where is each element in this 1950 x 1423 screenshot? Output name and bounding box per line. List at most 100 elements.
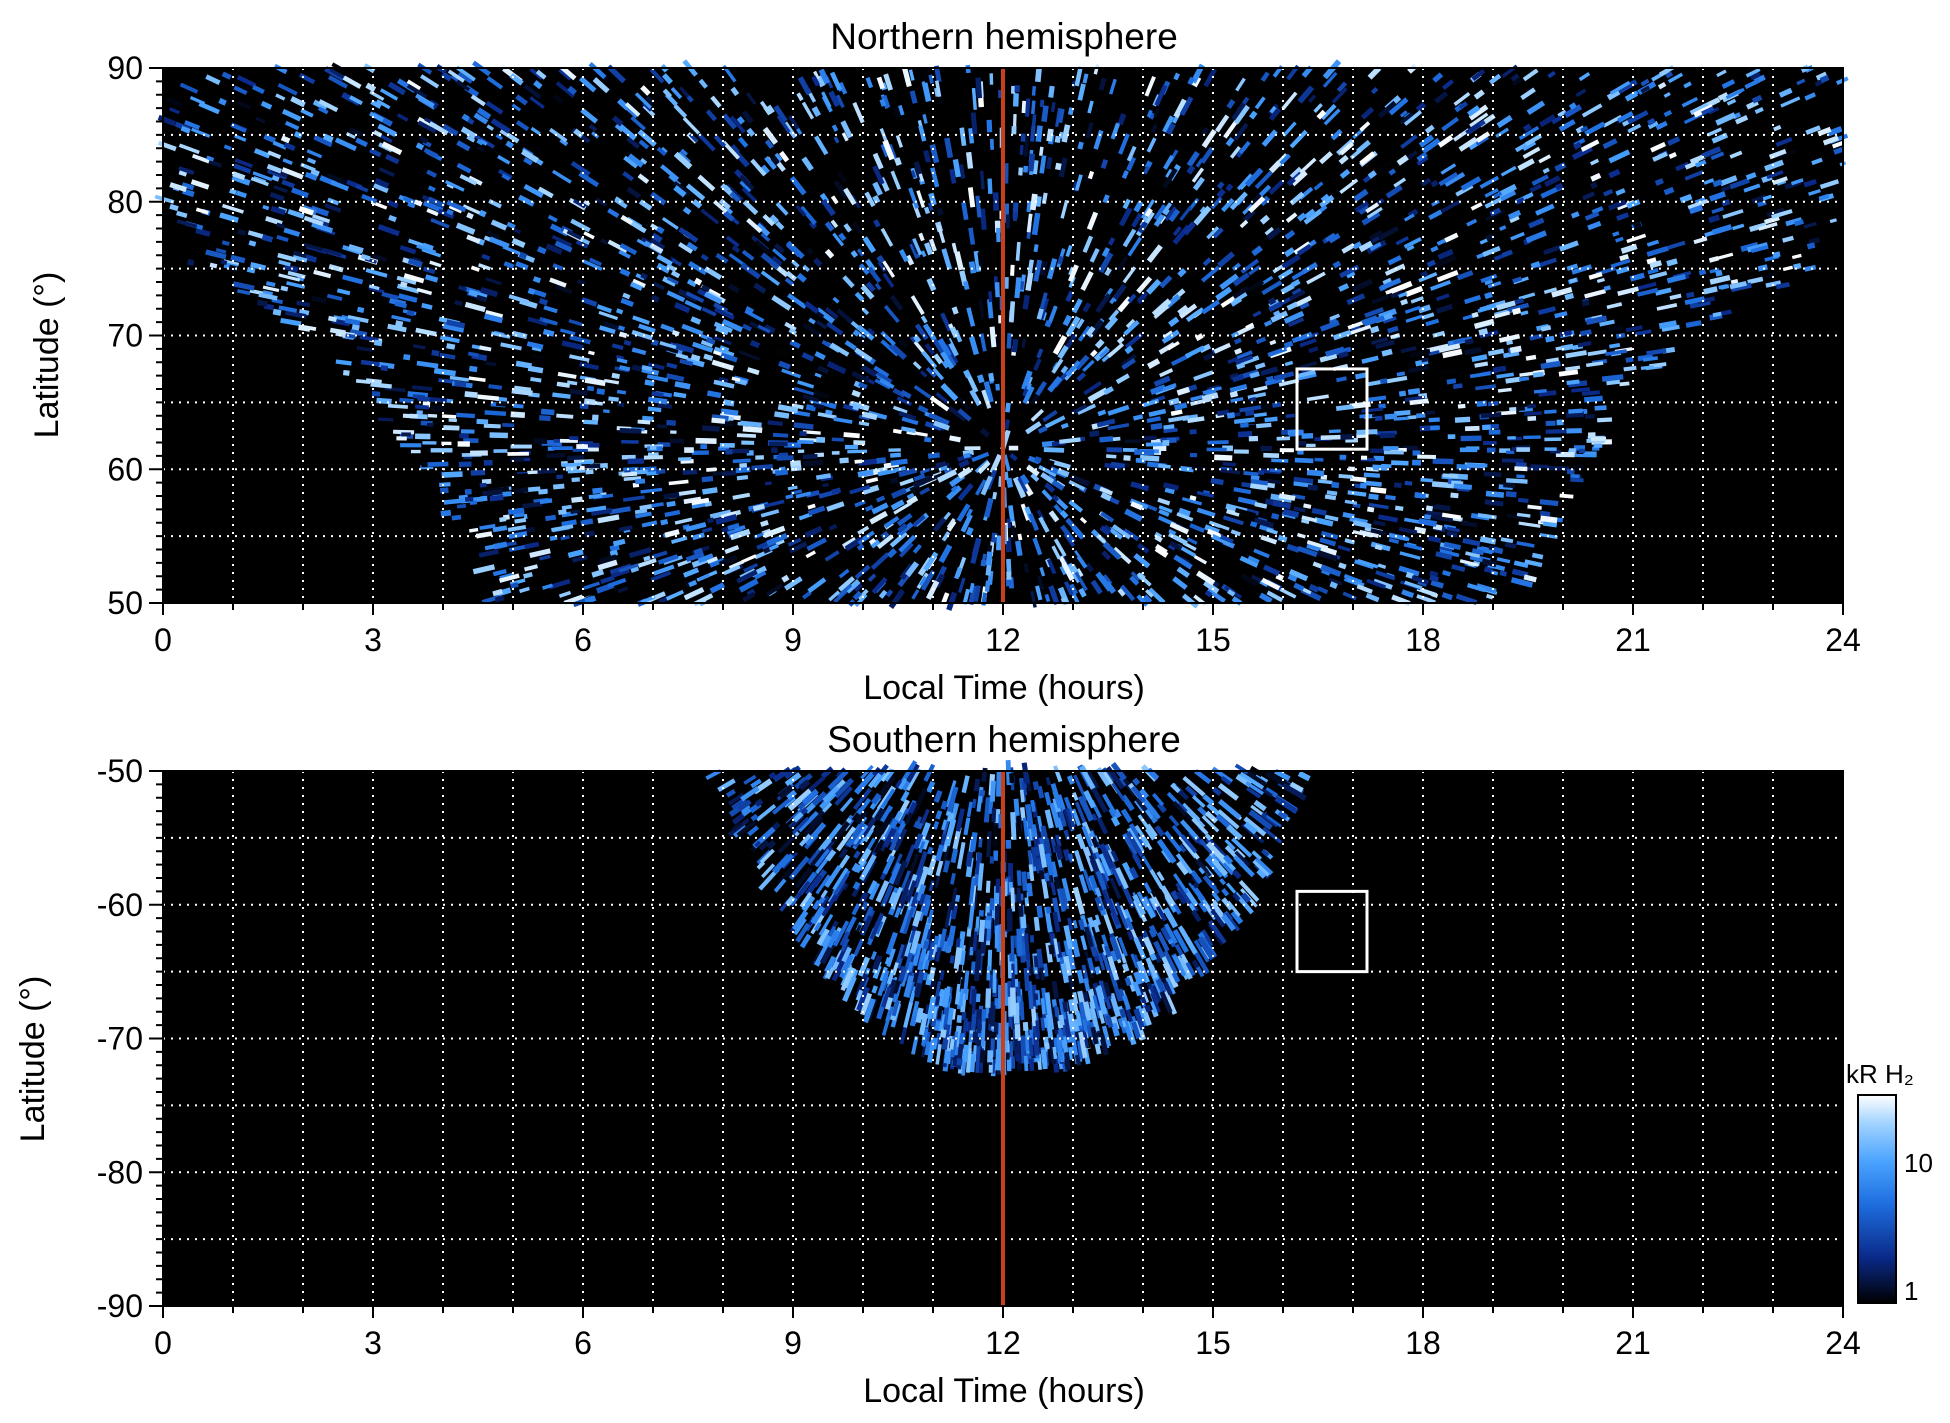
emission-streak bbox=[1311, 507, 1327, 516]
emission-streak bbox=[1059, 437, 1081, 444]
emission-streak bbox=[970, 961, 978, 975]
emission-streak bbox=[1262, 826, 1283, 844]
emission-streak bbox=[1378, 514, 1399, 523]
emission-streak bbox=[355, 184, 369, 193]
emission-streak bbox=[218, 97, 227, 106]
emission-streak bbox=[772, 432, 789, 438]
emission-streak bbox=[169, 182, 187, 193]
emission-streak bbox=[1291, 170, 1303, 182]
emission-streak bbox=[879, 805, 894, 823]
emission-streak bbox=[1346, 577, 1365, 587]
emission-streak bbox=[1716, 69, 1727, 78]
emission-streak bbox=[791, 910, 809, 931]
emission-streak bbox=[1646, 257, 1657, 265]
emission-streak bbox=[547, 214, 558, 223]
emission-streak bbox=[1479, 175, 1500, 189]
emission-streak bbox=[1004, 419, 1011, 430]
emission-streak bbox=[900, 426, 916, 434]
emission-streak bbox=[1370, 528, 1387, 536]
emission-streak bbox=[311, 213, 331, 224]
emission-streak bbox=[946, 995, 953, 1004]
emission-streak bbox=[1344, 499, 1358, 505]
emission-streak bbox=[609, 544, 620, 552]
emission-streak bbox=[814, 351, 826, 361]
emission-streak bbox=[1080, 271, 1094, 291]
emission-streak bbox=[1806, 242, 1816, 250]
emission-streak bbox=[1162, 330, 1174, 340]
emission-streak bbox=[761, 863, 776, 879]
emission-streak bbox=[1133, 200, 1144, 213]
emission-streak bbox=[287, 208, 305, 219]
emission-streak bbox=[657, 344, 679, 354]
emission-streak bbox=[481, 253, 491, 261]
emission-streak bbox=[837, 583, 853, 598]
emission-streak bbox=[989, 453, 1003, 474]
emission-streak bbox=[1176, 954, 1193, 980]
emission-streak bbox=[1139, 454, 1160, 462]
emission-streak bbox=[1173, 554, 1193, 570]
emission-streak bbox=[1240, 892, 1252, 903]
emission-streak bbox=[682, 206, 692, 215]
emission-streak bbox=[551, 524, 574, 533]
emission-streak bbox=[356, 306, 365, 314]
emission-streak bbox=[977, 460, 991, 475]
emission-streak bbox=[1432, 330, 1446, 338]
emission-streak bbox=[1547, 70, 1556, 79]
emission-streak bbox=[381, 291, 399, 301]
emission-streak bbox=[1117, 936, 1128, 957]
emission-streak bbox=[456, 503, 467, 509]
emission-streak bbox=[822, 482, 829, 488]
emission-streak bbox=[1194, 769, 1212, 785]
emission-streak bbox=[1226, 824, 1243, 841]
emission-streak bbox=[1320, 564, 1342, 577]
emission-streak bbox=[870, 951, 877, 961]
emission-streak bbox=[612, 538, 626, 547]
emission-streak bbox=[960, 989, 968, 1013]
emission-streak bbox=[817, 412, 837, 420]
emission-streak bbox=[934, 87, 940, 97]
emission-streak bbox=[615, 308, 624, 315]
emission-streak bbox=[1234, 507, 1256, 518]
emission-streak bbox=[673, 180, 691, 197]
emission-streak bbox=[1094, 914, 1102, 926]
emission-streak bbox=[1594, 405, 1607, 411]
emission-streak bbox=[833, 180, 848, 199]
emission-streak bbox=[1539, 499, 1559, 507]
southern-x-axis-label: Local Time (hours) bbox=[863, 1372, 1145, 1410]
emission-streak bbox=[523, 157, 533, 166]
emission-streak bbox=[1243, 821, 1258, 835]
emission-streak bbox=[427, 413, 438, 418]
emission-streak bbox=[1035, 195, 1042, 207]
emission-streak bbox=[1487, 400, 1499, 407]
emission-streak bbox=[884, 996, 894, 1011]
emission-streak bbox=[1139, 810, 1153, 825]
emission-streak bbox=[1171, 972, 1181, 983]
emission-streak bbox=[1400, 134, 1418, 149]
emission-streak bbox=[1766, 170, 1784, 180]
emission-streak bbox=[1338, 562, 1347, 570]
emission-streak bbox=[1665, 71, 1674, 79]
emission-streak bbox=[1168, 814, 1180, 827]
emission-streak bbox=[913, 384, 932, 399]
emission-streak bbox=[1247, 555, 1260, 564]
emission-streak bbox=[1024, 1037, 1032, 1052]
emission-streak bbox=[1730, 278, 1739, 285]
emission-streak bbox=[1110, 816, 1121, 827]
emission-streak bbox=[1606, 89, 1621, 101]
emission-streak bbox=[832, 232, 845, 247]
emission-streak bbox=[723, 564, 741, 576]
emission-streak bbox=[796, 272, 807, 283]
emission-streak bbox=[1481, 558, 1497, 568]
emission-streak bbox=[1803, 178, 1817, 188]
emission-streak bbox=[1364, 307, 1385, 318]
emission-streak bbox=[683, 496, 702, 505]
emission-streak bbox=[882, 827, 897, 848]
emission-streak bbox=[643, 455, 663, 460]
emission-streak bbox=[1729, 177, 1751, 190]
emission-streak bbox=[840, 970, 853, 992]
emission-streak bbox=[1285, 413, 1295, 419]
emission-streak bbox=[870, 552, 890, 570]
emission-streak bbox=[1434, 91, 1449, 104]
emission-streak bbox=[1452, 336, 1473, 345]
emission-streak bbox=[1158, 505, 1173, 514]
